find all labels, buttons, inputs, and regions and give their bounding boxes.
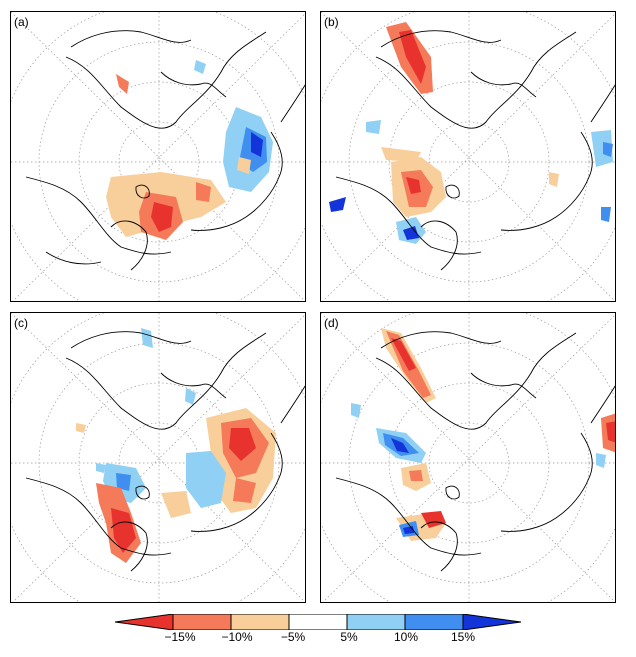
colorbar-left-triangle — [115, 614, 174, 630]
anomaly-shading — [106, 60, 273, 240]
panel-label: (b) — [324, 15, 339, 29]
colorbar-tick-label: 10% — [393, 630, 419, 644]
map-d — [321, 313, 615, 602]
lat-lon-grid — [321, 313, 615, 602]
anomaly-shading — [76, 328, 276, 563]
anomaly-shading — [329, 22, 613, 244]
colorbar-segment — [172, 614, 232, 630]
colorbar-segment — [346, 614, 406, 630]
coastlines — [25, 30, 305, 271]
colorbar-tick-label: −5% — [280, 630, 306, 644]
lat-lon-grid — [11, 313, 305, 602]
lat-lon-grid — [321, 12, 615, 301]
colorbar-segment — [230, 614, 290, 630]
colorbar-segment — [404, 614, 464, 630]
coastlines — [335, 30, 615, 271]
colorbar-tick-label: 5% — [340, 630, 358, 644]
coastlines — [25, 331, 305, 572]
map-panel-b: (b) — [320, 11, 616, 302]
map-panel-c: (c) — [10, 312, 306, 603]
colorbar-segment — [288, 614, 348, 630]
map-b — [321, 12, 615, 301]
panel-label: (c) — [14, 316, 28, 330]
panel-label: (a) — [14, 15, 29, 29]
colorbar-right-triangle — [462, 614, 521, 630]
panel-label: (d) — [324, 316, 339, 330]
colorbar-tick-label: −10% — [221, 630, 253, 644]
colorbar-tick-label: −15% — [164, 630, 196, 644]
map-panel-d: (d) — [320, 312, 616, 603]
map-panel-a: (a) — [10, 11, 306, 302]
coastlines — [335, 331, 615, 572]
colorbar — [115, 614, 521, 630]
colorbar-tick-label: 15% — [450, 630, 476, 644]
anomaly-shading — [351, 328, 615, 541]
map-c — [11, 313, 305, 602]
map-a — [11, 12, 305, 301]
